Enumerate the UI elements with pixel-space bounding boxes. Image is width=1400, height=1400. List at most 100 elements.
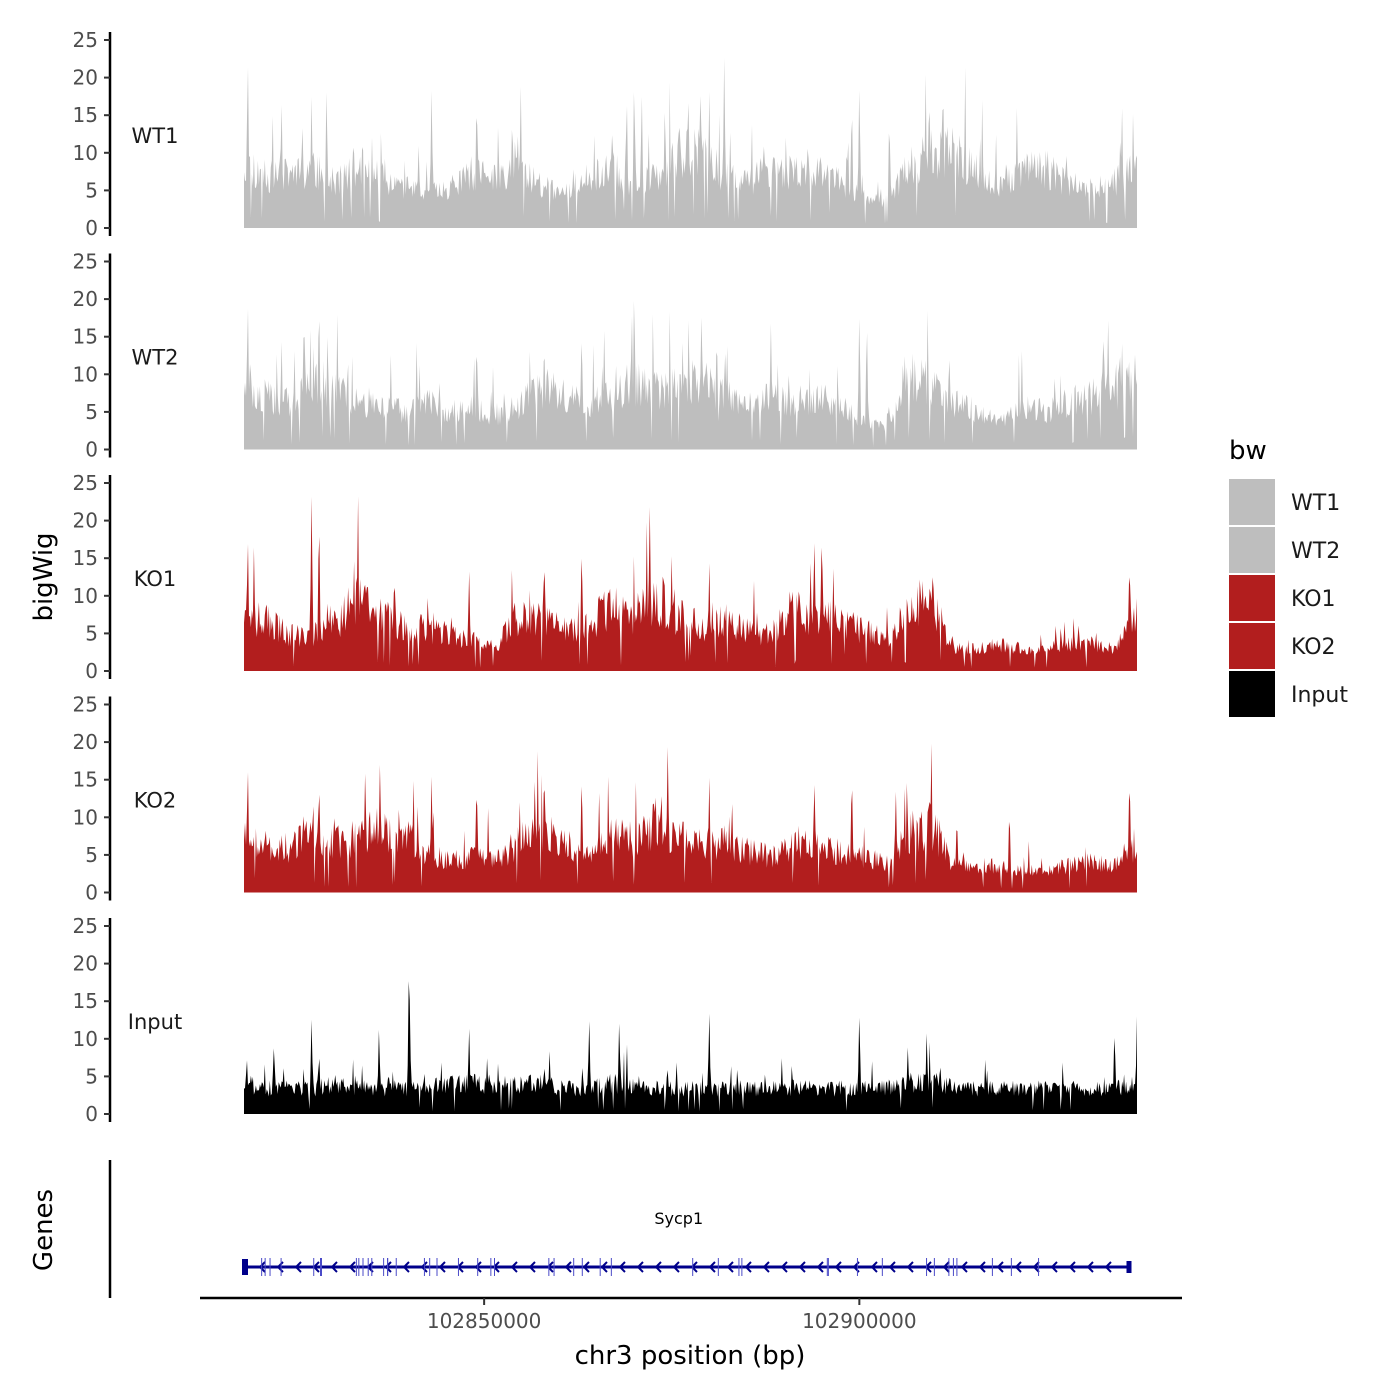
track-ko1: 0 5 10 15 20 25 KO1 [73,471,1137,683]
legend-title: bw [1229,436,1267,466]
legend-key-wt1 [1229,479,1275,525]
strand-arrow [762,1261,770,1273]
y-tick-label: 20 [73,287,98,311]
track-ko2: 0 5 10 15 20 25 KO2 [73,693,1137,905]
strand-arrow [672,1261,680,1273]
legend-label: WT2 [1291,539,1340,564]
y-tick-label: 10 [73,141,98,165]
tracks-group: 0510152025WT10510152025WT20510152025KO10… [73,28,1137,1126]
y-tick-label: 10 [73,805,98,829]
track-input: 0 5 10 15 20 25 Input [73,914,1137,1126]
track-label: WT1 [132,124,179,148]
legend-label: Input [1291,683,1348,708]
y-tick-label: 0 [85,1102,98,1126]
strand-arrow [438,1261,446,1273]
strand-arrow [528,1261,536,1273]
y-tick-label: 10 [73,362,98,386]
strand-arrow [564,1261,572,1273]
strand-arrow [816,1261,824,1273]
strand-arrow [546,1261,554,1273]
y-tick-label: 20 [73,952,98,976]
strand-arrow [906,1261,914,1273]
y-tick-label: 15 [73,546,98,570]
y-tick-label: 15 [73,103,98,127]
strand-arrow [798,1261,806,1273]
strand-arrow [1050,1261,1058,1273]
legend-key-ko2 [1229,623,1275,669]
y-tick-label: 5 [85,843,98,867]
y-tick-label: 20 [73,509,98,533]
strand-arrow [1014,1261,1022,1273]
strand-arrow [420,1261,428,1273]
strand-arrow [1068,1261,1076,1273]
strand-arrow [402,1261,410,1273]
track-wt1: 0 5 10 15 20 25 WT1 [73,28,1137,240]
coverage-area-input [244,981,1137,1114]
y-tick-label: 5 [85,178,98,202]
track-wt2: 0 5 10 15 20 25 WT2 [73,250,1137,462]
y-tick-label: 25 [73,471,98,495]
strand-arrow [942,1261,950,1273]
x-axis: 102850000 102900000 [200,1296,1182,1333]
y-tick-label: 5 [85,621,98,645]
y-tick-label: 20 [73,730,98,754]
y-tick-label: 10 [73,1027,98,1051]
strand-arrow [978,1261,986,1273]
coverage-area-wt1 [244,58,1137,228]
y-tick-label: 0 [85,216,98,240]
strand-arrow [726,1261,734,1273]
strand-arrow [654,1261,662,1273]
strand-arrow [474,1261,482,1273]
coverage-area-wt2 [244,300,1137,450]
strand-arrow [1086,1261,1094,1273]
y-tick-label: 25 [73,914,98,938]
strand-arrow [1032,1261,1040,1273]
gene-track-title: Genes [29,1189,59,1271]
y-tick-label: 20 [73,66,98,90]
y-tick-label: 0 [85,438,98,462]
track-label: Input [128,1010,182,1034]
strand-arrow [690,1261,698,1273]
y-tick-label: 15 [73,768,98,792]
y-tick-label: 25 [73,250,98,274]
track-label: KO1 [134,567,177,591]
gene-track: Sycp1 [108,1160,1132,1298]
strand-arrow [960,1261,968,1273]
gene-label: Sycp1 [654,1209,703,1228]
y-tick-label: 10 [73,584,98,608]
strand-arrow [582,1261,590,1273]
legend-label: KO2 [1291,635,1336,660]
strand-arrow [870,1261,878,1273]
track-label: WT2 [132,346,179,370]
strand-arrow [744,1261,752,1273]
x-tick-label: 102850000 [427,1309,542,1333]
y-tick-label: 0 [85,659,98,683]
gene-end-block [1126,1261,1132,1273]
legend: bw WT1 WT2 KO1 KO2 Input [1229,436,1348,717]
strand-arrow [780,1261,788,1273]
strand-arrow [348,1261,356,1273]
strand-arrow [1104,1261,1112,1273]
y-tick-label: 25 [73,28,98,52]
y-axis-title: bigWig [29,532,59,621]
strand-arrow [330,1261,338,1273]
legend-key-input [1229,671,1275,717]
coverage-area-ko1 [244,496,1137,671]
strand-arrow [834,1261,842,1273]
gene-start-block [242,1259,248,1275]
strand-arrow [258,1261,266,1273]
y-tick-label: 5 [85,400,98,424]
strand-arrow [924,1261,932,1273]
strand-arrow [708,1261,716,1273]
track-label: KO2 [134,789,177,813]
legend-key-wt2 [1229,527,1275,573]
y-tick-label: 15 [73,325,98,349]
y-tick-label: 15 [73,989,98,1013]
x-axis-title: chr3 position (bp) [575,1341,806,1371]
legend-label: KO1 [1291,587,1336,612]
y-tick-label: 0 [85,881,98,905]
legend-label: WT1 [1291,491,1340,516]
x-tick-label: 102900000 [802,1309,917,1333]
strand-arrow [600,1261,608,1273]
